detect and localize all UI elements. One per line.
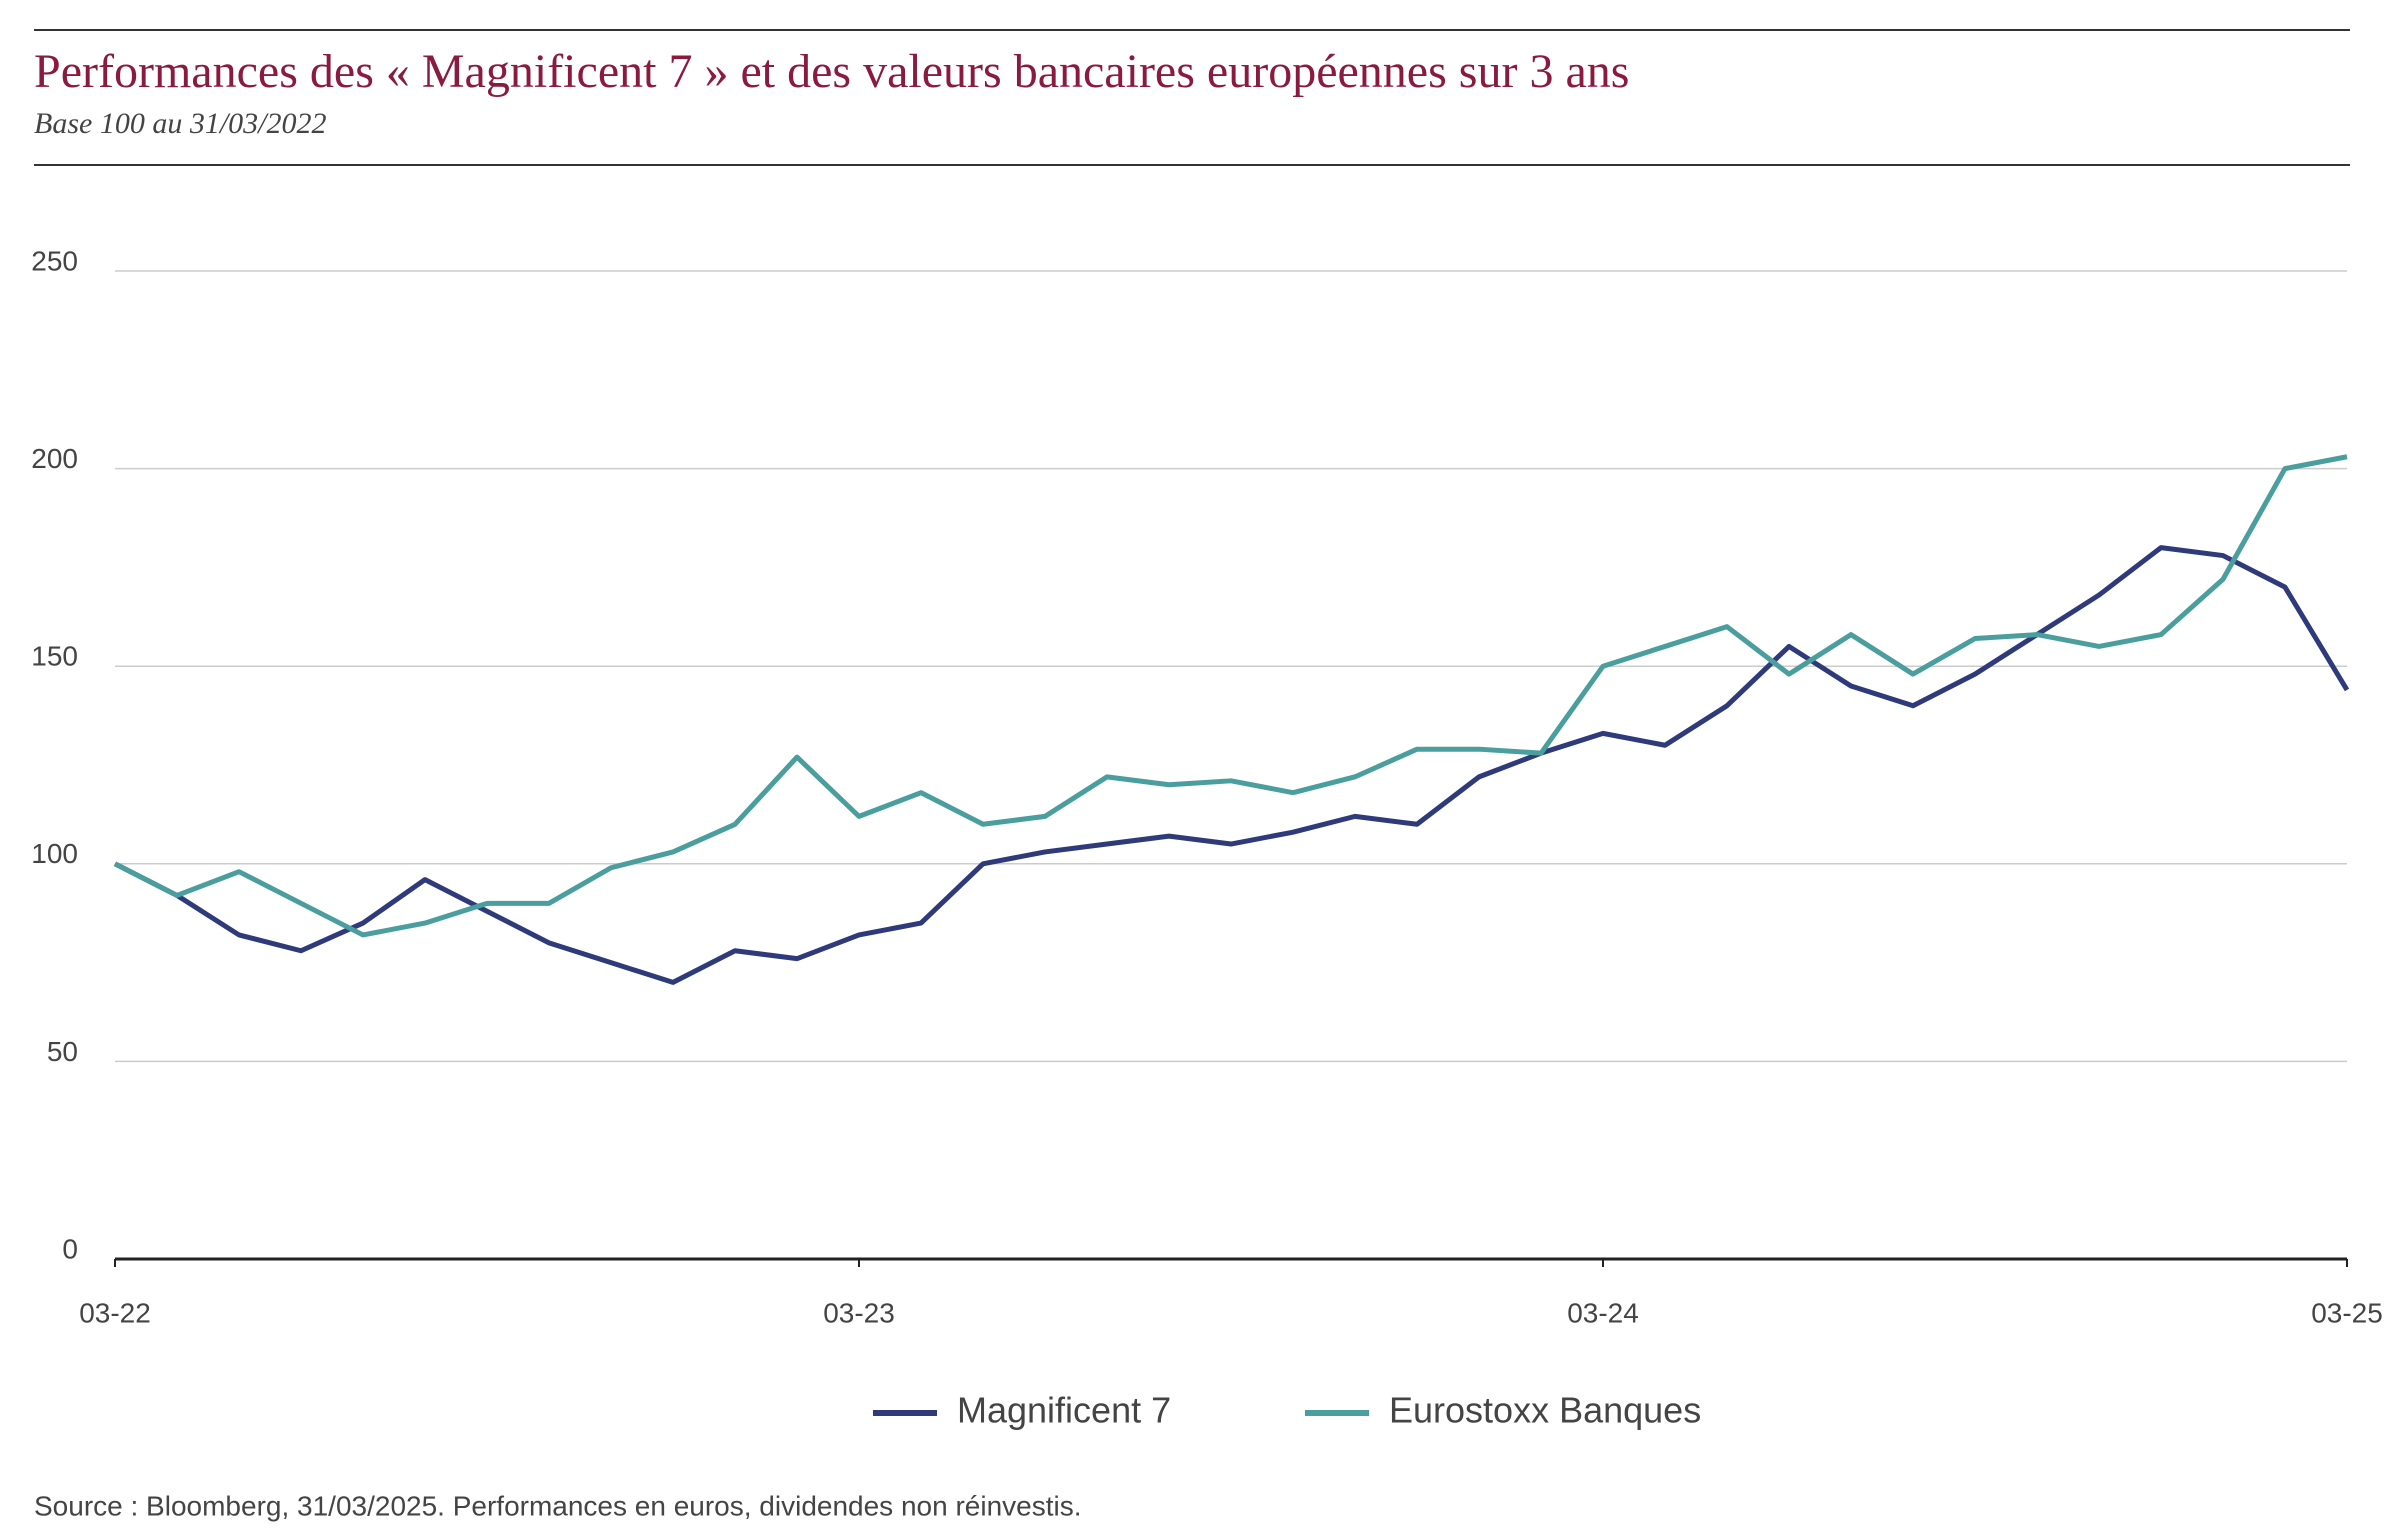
- y-tick-label: 250: [31, 245, 78, 276]
- legend-label: Magnificent 7: [957, 1390, 1171, 1431]
- y-tick-label: 0: [62, 1233, 78, 1264]
- series-line: [113, 545, 2350, 985]
- chart-subtitle: Base 100 au 31/03/2022: [34, 107, 327, 140]
- source-note: Source : Bloomberg, 31/03/2025. Performa…: [34, 1490, 1082, 1521]
- y-tick-label: 150: [31, 641, 78, 672]
- x-tick-label: 03-24: [1567, 1297, 1639, 1328]
- x-tick-label: 03-23: [823, 1297, 895, 1328]
- y-tick-label: 100: [31, 838, 78, 869]
- legend-label: Eurostoxx Banques: [1389, 1390, 1701, 1431]
- x-tick-label: 03-22: [79, 1297, 151, 1328]
- x-tick-label: 03-25: [2311, 1297, 2383, 1328]
- y-tick-label: 50: [47, 1036, 78, 1067]
- y-tick-label: 200: [31, 443, 78, 474]
- chart-title: Performances des « Magnificent 7 » et de…: [34, 45, 1629, 98]
- series-line: [113, 454, 2348, 938]
